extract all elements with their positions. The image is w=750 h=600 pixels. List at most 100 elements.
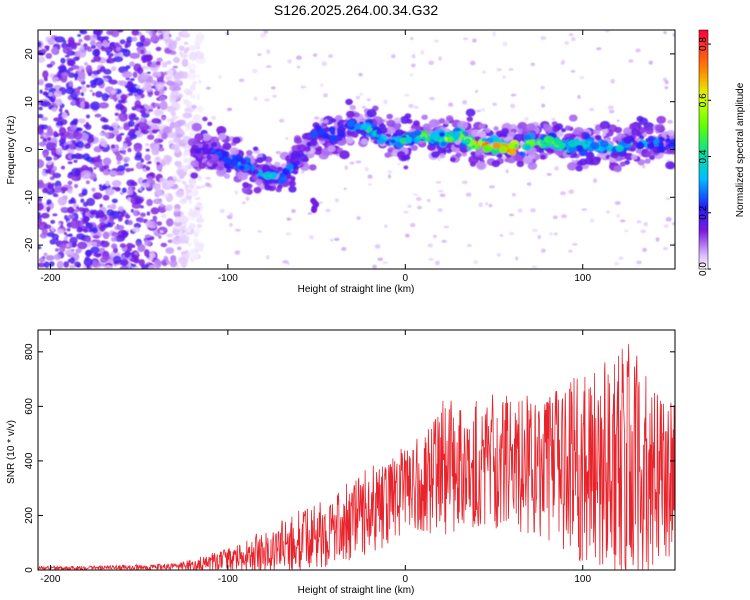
spectrogram-noise-cell [170, 143, 180, 151]
spectrogram-signal-cell [564, 125, 572, 131]
spectrogram-noise-cell [166, 155, 173, 164]
spectrogram-noise-cell [56, 228, 64, 234]
spectrogram-signal-cell [524, 145, 531, 151]
spectrogram-noise-cell [134, 100, 142, 109]
spectrogram-noise-cell [197, 246, 204, 252]
spectrogram-signal-cell [274, 179, 279, 184]
spectrogram-noise-cell [47, 183, 54, 189]
spectrogram-noise-cell [665, 216, 672, 222]
spectrogram-signal-cell [206, 154, 212, 160]
spectrogram-noise-cell [68, 80, 74, 87]
spectrogram-noise-cell [618, 256, 624, 260]
spectrogram-noise-cell [76, 233, 86, 240]
spectrogram-noise-cell [667, 119, 673, 124]
spectrogram-noise-cell [496, 252, 502, 257]
spectrogram-noise-cell [531, 265, 538, 269]
spectrogram-signal-cell [496, 153, 503, 159]
spectrogram-noise-cell [52, 213, 58, 217]
spectrogram-noise-cell [135, 161, 144, 170]
spectrogram-noise-cell [502, 75, 506, 79]
spectrogram-noise-cell [561, 59, 566, 64]
spectrogram-noise-cell [404, 233, 410, 238]
spectrogram-signal-cell [412, 120, 420, 127]
spectrogram-noise-cell [135, 41, 144, 48]
spectrogram-noise-cell [82, 201, 89, 207]
spectrogram-signal-cell [517, 121, 528, 131]
spectrogram-xtick-label: -200 [40, 273, 60, 284]
spectrogram-signal-cell [639, 135, 645, 140]
spectrogram-noise-cell [109, 215, 114, 221]
spectrogram-noise-cell [642, 247, 647, 252]
spectrogram-noise-cell [38, 214, 42, 219]
spectrogram-noise-cell [106, 60, 110, 64]
spectrogram-noise-cell [78, 71, 85, 77]
spectrogram-noise-cell [196, 185, 202, 190]
spectrogram-noise-cell [167, 131, 176, 139]
spectrogram-signal-cell [384, 152, 392, 158]
spectrogram-noise-cell [110, 90, 116, 95]
spectrogram-signal-cell [656, 145, 666, 153]
spectrogram-noise-cell [570, 36, 576, 42]
spectrogram-noise-cell [66, 140, 73, 145]
spectrogram-signal-cell [658, 136, 665, 142]
spectrogram-noise-cell [146, 180, 151, 185]
spectrogram-noise-cell [108, 55, 112, 59]
spectrogram-noise-cell [135, 241, 140, 246]
spectrogram-noise-cell [57, 222, 61, 226]
spectrogram-noise-cell [403, 210, 409, 214]
spectrogram-noise-cell [161, 259, 166, 266]
spectrogram-signal-cell [471, 144, 476, 149]
spectrogram-noise-cell [173, 137, 181, 144]
spectrogram-noise-cell [636, 220, 642, 224]
spectrogram-noise-cell [45, 156, 53, 162]
spectrogram-noise-cell [99, 132, 105, 137]
spectrogram-noise-cell [67, 180, 73, 185]
spectrogram-noise-cell [671, 222, 675, 226]
spectrogram-noise-cell [404, 93, 410, 97]
spectrogram-noise-cell [84, 256, 90, 261]
spectrogram-noise-cell [63, 261, 70, 268]
spectrogram-noise-cell [91, 187, 96, 192]
spectrogram-noise-cell [640, 229, 646, 234]
spectrogram-noise-cell [127, 147, 132, 153]
spectrogram-noise-cell [90, 246, 100, 254]
spectrogram-noise-cell [488, 185, 495, 189]
spectrogram-noise-cell [144, 238, 152, 247]
spectrogram-noise-cell [275, 150, 282, 155]
spectrogram-noise-cell [196, 95, 201, 101]
spectrogram-noise-cell [146, 237, 152, 241]
spectrogram-noise-cell [159, 177, 167, 183]
colorbar-gradient [698, 29, 709, 270]
spectrogram-noise-cell [40, 212, 50, 219]
spectrogram-noise-cell [120, 53, 124, 58]
spectrogram-noise-cell [435, 260, 440, 266]
spectrogram-noise-cell [85, 237, 92, 243]
spectrogram-noise-cell [549, 232, 553, 236]
spectrogram-noise-cell [116, 160, 121, 165]
spectrogram-noise-cell [140, 49, 145, 54]
spectrogram-signal-cell [352, 132, 359, 138]
spectrogram-noise-cell [604, 30, 611, 33]
spectrogram-noise-cell [610, 78, 615, 84]
spectrogram-noise-cell [488, 203, 493, 208]
spectrogram-noise-cell [139, 188, 143, 191]
spectrogram-noise-cell [139, 105, 145, 110]
spectrogram-noise-cell [137, 217, 145, 223]
spectrogram-noise-cell [46, 208, 50, 213]
spectrogram-signal-cell [241, 186, 252, 195]
spectrogram-noise-cell [122, 143, 128, 150]
spectrogram-signal-cell [354, 123, 362, 130]
spectrogram-noise-cell [104, 187, 115, 196]
spectrogram-noise-cell [282, 259, 289, 264]
spectrogram-noise-cell [55, 147, 63, 155]
spectrogram-noise-cell [176, 79, 182, 84]
spectrogram-signal-cell [190, 160, 199, 168]
spectrogram-signal-cell [202, 116, 208, 122]
spectrogram-noise-cell [67, 188, 73, 194]
spectrogram-noise-cell [537, 235, 541, 240]
spectrogram-signal-cell [547, 136, 555, 143]
colorbar-tick-label: 0.6 [698, 93, 709, 107]
spectrogram-noise-cell [61, 72, 69, 79]
spectrogram-noise-cell [111, 221, 116, 225]
spectrogram-noise-cell [111, 147, 115, 152]
